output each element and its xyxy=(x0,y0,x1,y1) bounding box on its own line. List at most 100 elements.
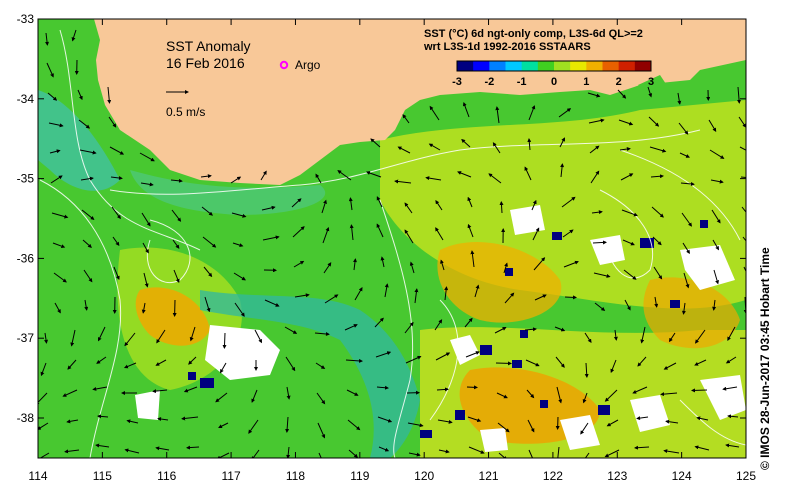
current-vector xyxy=(559,137,565,148)
land-inlet xyxy=(638,75,670,95)
colorbar-swatch xyxy=(473,61,490,71)
current-vector xyxy=(377,416,393,423)
x-tick-label: 125 xyxy=(736,469,756,483)
current-vector xyxy=(713,269,719,285)
current-vector xyxy=(261,205,276,211)
x-tick-label: 119 xyxy=(350,469,369,483)
current-vector xyxy=(722,386,738,391)
current-vector xyxy=(668,332,676,343)
x-tick-label: 120 xyxy=(414,469,434,483)
current-vector xyxy=(200,174,212,179)
current-vector xyxy=(173,269,180,284)
current-vector xyxy=(618,119,634,126)
colorbar-tick-label: 1 xyxy=(583,76,589,88)
current-vector xyxy=(531,199,537,211)
current-vector xyxy=(525,359,540,367)
current-vector xyxy=(560,163,565,178)
colorbar-swatch xyxy=(602,61,620,71)
current-vector xyxy=(739,146,746,151)
current-vector xyxy=(181,416,199,421)
current-vector xyxy=(251,389,258,403)
y-axis: -33-34-35-36-37-38 xyxy=(17,12,746,425)
current-vector xyxy=(66,419,79,424)
current-vector xyxy=(444,286,449,301)
x-tick-label: 117 xyxy=(222,469,241,483)
current-vector xyxy=(584,362,589,378)
current-vector xyxy=(404,202,413,214)
current-vector xyxy=(557,446,560,458)
current-vector xyxy=(709,149,725,159)
colorbar-swatch xyxy=(489,61,506,71)
current-vector xyxy=(52,242,66,249)
product-description-line2: wrt L3S-1d 1992-2016 SSTAARS xyxy=(423,41,591,53)
current-vector xyxy=(457,171,472,178)
current-vector xyxy=(349,224,354,241)
current-vector xyxy=(107,86,112,104)
current-vector xyxy=(589,145,600,154)
current-vector xyxy=(440,259,445,271)
current-vector xyxy=(461,138,471,148)
current-vector xyxy=(623,269,637,280)
current-vector xyxy=(683,272,690,289)
current-vector xyxy=(346,389,359,396)
current-vector xyxy=(465,351,480,358)
current-vector xyxy=(665,419,679,424)
current-vector xyxy=(738,116,746,128)
colorbar-swatch xyxy=(554,61,571,71)
current-vector xyxy=(264,299,280,307)
velocity-scale-label: 0.5 m/s xyxy=(166,105,205,119)
current-vector xyxy=(286,446,291,458)
current-vector xyxy=(46,62,54,78)
current-vector xyxy=(435,352,451,361)
current-vector xyxy=(397,146,411,154)
current-vector xyxy=(112,236,120,247)
current-vector xyxy=(96,356,107,364)
colorbar-tick-label: 2 xyxy=(616,76,622,88)
current-vector xyxy=(527,419,535,433)
current-vector xyxy=(45,32,50,46)
current-vector xyxy=(262,235,280,241)
current-vector xyxy=(251,449,260,458)
colorbar-tick-label: -3 xyxy=(452,76,462,88)
current-vector xyxy=(740,176,746,179)
current-vector xyxy=(467,196,473,208)
current-vector xyxy=(286,386,291,400)
current-vector xyxy=(584,332,592,344)
colorbar-tick-label: -2 xyxy=(484,76,494,88)
current-vector xyxy=(38,422,49,430)
current-vector xyxy=(563,260,579,268)
current-vector xyxy=(695,329,706,344)
current-vector xyxy=(663,362,677,370)
current-vector xyxy=(294,293,310,298)
current-vector xyxy=(156,329,166,344)
current-vector xyxy=(222,332,227,349)
current-vector xyxy=(109,146,125,155)
current-vector xyxy=(204,296,211,313)
current-vector xyxy=(621,209,638,217)
current-vector xyxy=(470,250,475,268)
current-vector xyxy=(710,179,724,184)
colorbar-swatch xyxy=(521,61,539,71)
current-vector xyxy=(157,417,169,422)
current-vector xyxy=(231,212,247,218)
colorbar-frame xyxy=(456,60,652,72)
cool-current-band xyxy=(200,290,420,458)
current-vector xyxy=(201,206,213,216)
current-vector xyxy=(67,359,77,370)
current-vector xyxy=(651,206,664,218)
current-vector xyxy=(38,452,50,458)
missing-data-patches xyxy=(135,205,746,452)
y-tick-label: -33 xyxy=(17,12,35,26)
current-vector xyxy=(348,197,353,211)
current-vector xyxy=(79,149,97,155)
current-vector xyxy=(414,288,419,304)
current-vector xyxy=(83,269,93,283)
colorbar-swatch xyxy=(586,61,603,71)
current-vector xyxy=(590,170,600,184)
current-vector xyxy=(111,206,121,220)
current-vector xyxy=(637,356,647,367)
current-vector xyxy=(409,261,415,274)
colorbar-tick-label: -1 xyxy=(517,76,527,88)
current-vector xyxy=(652,236,662,246)
current-vector xyxy=(49,149,61,154)
